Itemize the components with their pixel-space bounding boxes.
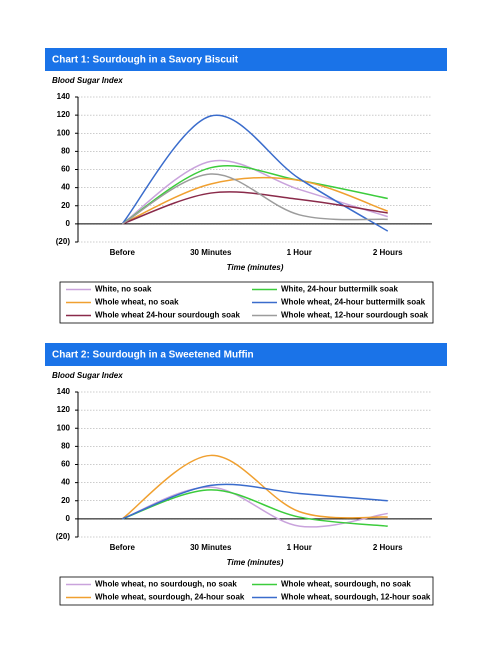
x-tick-label: 30 Minutes bbox=[190, 248, 232, 257]
legend-label: Whole wheat, sourdough, 24-hour soak bbox=[95, 593, 245, 602]
y-tick-label: 140 bbox=[57, 387, 71, 396]
y-tick-label: (20) bbox=[56, 237, 71, 246]
legend-label: White, 24-hour buttermilk soak bbox=[281, 285, 398, 294]
y-tick-label: 20 bbox=[61, 201, 70, 210]
x-tick-label: 2 Hours bbox=[373, 543, 403, 552]
series-line bbox=[122, 489, 388, 527]
legend-label: White, no soak bbox=[95, 285, 152, 294]
x-axis-title: Time (minutes) bbox=[227, 263, 284, 272]
chart-title: Chart 1: Sourdough in a Savory Biscuit bbox=[52, 55, 239, 66]
series-line bbox=[121, 486, 388, 528]
y-tick-label: 40 bbox=[61, 478, 70, 487]
series-line bbox=[121, 483, 388, 520]
x-tick-label: Before bbox=[110, 248, 136, 257]
y-tick-label: 40 bbox=[61, 183, 70, 192]
x-axis-title: Time (minutes) bbox=[227, 558, 284, 567]
chart-title: Chart 2: Sourdough in a Sweetened Muffin bbox=[52, 350, 254, 361]
y-tick-label: 100 bbox=[57, 423, 71, 432]
y-tick-label: 100 bbox=[57, 128, 71, 137]
title-bar bbox=[45, 343, 447, 366]
y-tick-label: 20 bbox=[61, 496, 70, 505]
legend-label: Whole wheat, no sourdough, no soak bbox=[95, 580, 237, 589]
y-tick-label: 60 bbox=[61, 460, 70, 469]
legend-label: Whole wheat, sourdough, 12-hour soak bbox=[281, 593, 431, 602]
y-tick-label: 80 bbox=[61, 146, 70, 155]
legend-box bbox=[59, 576, 434, 606]
series-line bbox=[121, 164, 388, 225]
series-line bbox=[121, 173, 388, 225]
y-tick-label: 0 bbox=[66, 219, 71, 228]
legend-label: Whole wheat 24-hour sourdough soak bbox=[95, 311, 240, 320]
x-tick-label: Before bbox=[110, 543, 136, 552]
y-tick-label: (20) bbox=[56, 532, 71, 541]
series-line bbox=[121, 176, 388, 225]
series-line bbox=[121, 114, 389, 232]
series-line bbox=[122, 191, 388, 225]
y-axis-title: Blood Sugar Index bbox=[52, 76, 123, 85]
y-tick-label: 0 bbox=[66, 514, 71, 523]
y-tick-label: 140 bbox=[57, 92, 71, 101]
y-tick-label: 80 bbox=[61, 441, 70, 450]
x-tick-label: 1 Hour bbox=[287, 543, 312, 552]
title-bar bbox=[45, 48, 447, 71]
x-tick-label: 2 Hours bbox=[373, 248, 403, 257]
y-tick-label: 120 bbox=[57, 405, 71, 414]
legend-label: Whole wheat, 24-hour buttermilk soak bbox=[281, 298, 426, 307]
legend-label: Whole wheat, 12-hour sourdough soak bbox=[281, 311, 429, 320]
legend-box bbox=[59, 281, 434, 324]
y-tick-label: 120 bbox=[57, 110, 71, 119]
x-tick-label: 30 Minutes bbox=[190, 543, 232, 552]
legend-label: Whole wheat, no soak bbox=[95, 298, 179, 307]
y-tick-label: 60 bbox=[61, 165, 70, 174]
x-tick-label: 1 Hour bbox=[287, 248, 312, 257]
legend-label: Whole wheat, sourdough, no soak bbox=[281, 580, 411, 589]
y-axis-title: Blood Sugar Index bbox=[52, 371, 123, 380]
series-line bbox=[121, 454, 388, 520]
